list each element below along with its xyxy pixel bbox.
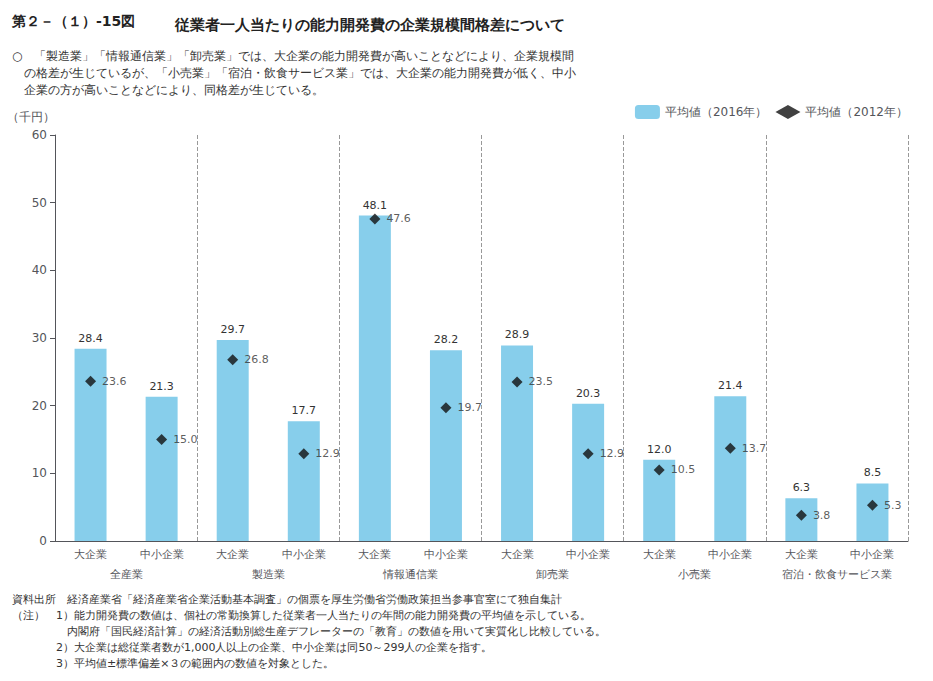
svg-text:大企業: 大企業	[501, 548, 534, 561]
svg-text:企業の方が高いことなどにより、同格差が生じている。: 企業の方が高いことなどにより、同格差が生じている。	[12, 83, 324, 97]
svg-text:28.2: 28.2	[434, 333, 459, 346]
svg-text:中小企業: 中小企業	[140, 548, 184, 561]
svg-text:平均値（2012年）: 平均値（2012年）	[805, 105, 908, 119]
svg-text:製造業: 製造業	[252, 568, 285, 581]
svg-text:26.8: 26.8	[244, 353, 269, 366]
svg-text:50: 50	[32, 196, 47, 210]
svg-text:12.9: 12.9	[315, 447, 340, 460]
svg-text:20: 20	[32, 399, 47, 413]
svg-text:（千円）: （千円）	[7, 110, 55, 124]
svg-text:0: 0	[39, 534, 47, 548]
svg-text:中小企業: 中小企業	[282, 548, 326, 561]
svg-text:20.3: 20.3	[576, 387, 601, 400]
svg-text:30: 30	[32, 331, 47, 345]
svg-text:60: 60	[32, 128, 47, 142]
svg-text:48.1: 48.1	[363, 199, 388, 212]
svg-text:大企業: 大企業	[358, 548, 391, 561]
svg-text:内閣府「国民経済計算」の経済活動別総生産デフレーターの「教育: 内閣府「国民経済計算」の経済活動別総生産デフレーターの「教育」の数値を用いて実質…	[12, 625, 606, 638]
svg-text:中小企業: 中小企業	[566, 548, 610, 561]
svg-text:情報通信業: 情報通信業	[382, 568, 438, 581]
svg-text:13.7: 13.7	[742, 442, 767, 455]
svg-text:卸売業: 卸売業	[536, 568, 569, 581]
svg-text:5.3: 5.3	[884, 499, 902, 512]
svg-text:28.4: 28.4	[78, 332, 103, 345]
svg-text:全産業: 全産業	[110, 568, 143, 581]
svg-text:宿泊・飲食サービス業: 宿泊・飲食サービス業	[782, 568, 892, 581]
svg-text:12.9: 12.9	[600, 447, 625, 460]
svg-text:大企業: 大企業	[74, 548, 107, 561]
svg-text:3.8: 3.8	[813, 509, 831, 522]
svg-text:19.7: 19.7	[457, 401, 482, 414]
svg-text:の格差が生じているが、「小売業」「宿泊・飲食サービス業」では: の格差が生じているが、「小売業」「宿泊・飲食サービス業」では、大企業の能力開発費…	[12, 66, 576, 80]
svg-text:8.5: 8.5	[864, 466, 882, 479]
svg-text:3）平均値±標準偏差×３の範囲内の数値を対象とした。: 3）平均値±標準偏差×３の範囲内の数値を対象とした。	[12, 657, 334, 670]
svg-text:6.3: 6.3	[793, 481, 811, 494]
svg-text:21.4: 21.4	[718, 379, 743, 392]
svg-text:23.5: 23.5	[529, 375, 554, 388]
svg-text:大企業: 大企業	[785, 548, 818, 561]
svg-text:小売業: 小売業	[678, 568, 711, 581]
svg-text:29.7: 29.7	[220, 323, 245, 336]
svg-text:○ 「製造業」「情報通信業」「卸売業」では、大企業の能力開発: ○ 「製造業」「情報通信業」「卸売業」では、大企業の能力開発費が高いことなどによ…	[12, 49, 574, 63]
svg-text:大企業: 大企業	[216, 548, 249, 561]
svg-text:40: 40	[32, 263, 47, 277]
svg-text:21.3: 21.3	[149, 380, 174, 393]
svg-text:中小企業: 中小企業	[424, 548, 468, 561]
svg-text:12.0: 12.0	[647, 443, 672, 456]
svg-text:2）大企業は総従業者数が1,000人以上の企業、中小企業は同: 2）大企業は総従業者数が1,000人以上の企業、中小企業は同50～299人の企業…	[12, 641, 492, 654]
svg-text:28.9: 28.9	[505, 328, 530, 341]
svg-text:中小企業: 中小企業	[850, 548, 894, 561]
svg-text:第２－（１）-15図: 第２－（１）-15図	[11, 13, 135, 29]
svg-text:47.6: 47.6	[386, 212, 411, 225]
svg-text:平均値（2016年）: 平均値（2016年）	[665, 105, 768, 119]
svg-text:10.5: 10.5	[671, 463, 696, 476]
svg-text:大企業: 大企業	[643, 548, 676, 561]
svg-text:（注） 1）能力開発費の数値は、個社の常勤換算した従業者一人: （注） 1）能力開発費の数値は、個社の常勤換算した従業者一人当たりの年間の能力開…	[12, 609, 591, 622]
svg-text:17.7: 17.7	[292, 404, 317, 417]
svg-text:23.6: 23.6	[102, 375, 127, 388]
svg-text:従業者一人当たりの能力開発費の企業規模間格差について: 従業者一人当たりの能力開発費の企業規模間格差について	[174, 16, 565, 34]
svg-text:10: 10	[32, 466, 47, 480]
svg-text:中小企業: 中小企業	[708, 548, 752, 561]
svg-text:15.0: 15.0	[173, 433, 198, 446]
svg-text:資料出所 経済産業省「経済産業省企業活動基本調査」の個票を厚: 資料出所 経済産業省「経済産業省企業活動基本調査」の個票を厚生労働省労働政策担当…	[12, 593, 562, 606]
